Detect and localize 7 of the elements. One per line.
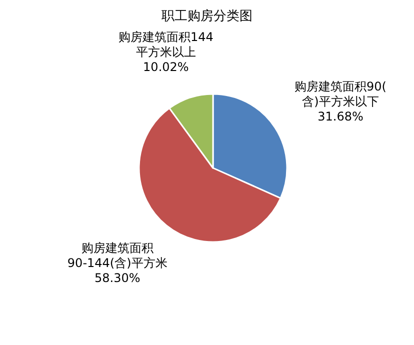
- data-label: 58.30%: [94, 270, 140, 285]
- data-label: 31.68%: [318, 110, 364, 124]
- data-label: 10.02%: [143, 60, 189, 74]
- chart-title: 职工购房分类图: [162, 8, 252, 24]
- slice-label: 购房建筑面积90-144(含)平方米: [67, 240, 168, 270]
- slice-label: 购房建筑面积144平方米以上: [118, 30, 214, 59]
- slice-label: 购房建筑面积90(含)平方米以下: [294, 80, 386, 109]
